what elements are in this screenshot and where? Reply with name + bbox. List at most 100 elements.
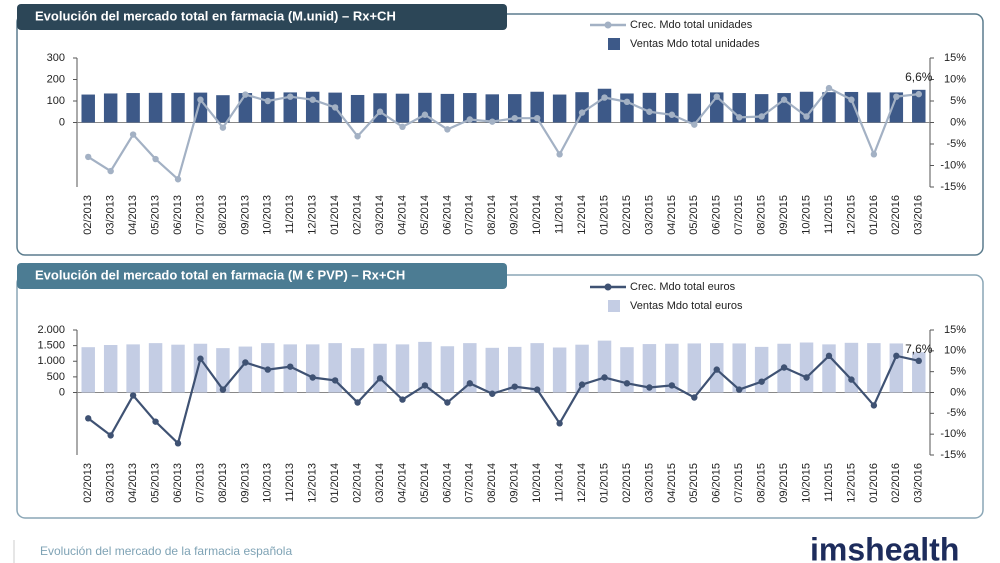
growth-point [129,392,137,399]
bar [261,91,275,123]
y2-tick-label: -10% [940,428,966,440]
x-tick-label: 01/2016 [868,195,880,235]
bar [148,92,163,123]
growth-point [668,382,676,389]
y-tick-label: 2.000 [37,324,65,336]
y-tick-label: 0 [59,116,65,128]
bar [844,342,859,393]
x-tick-label: 11/2015 [823,195,835,234]
bar [687,343,702,393]
growth-point [668,111,676,118]
x-tick-label: 02/2016 [890,195,902,235]
growth-point [870,402,878,409]
bar [126,93,140,123]
x-tick-label: 02/2016 [890,463,902,503]
x-tick-label: 05/2014 [419,463,431,503]
x-tick-label: 09/2013 [239,463,251,503]
x-tick-label: 09/2014 [509,463,521,503]
x-tick-label: 10/2014 [531,195,543,235]
growth-point [466,116,474,123]
bar [171,344,185,393]
bar [620,347,634,393]
growth-point [556,420,563,427]
x-tick-label: 09/2014 [509,195,521,235]
x-tick-label: 08/2015 [756,463,768,503]
bar [507,346,522,393]
data-label: 6,6% [905,70,933,84]
growth-point [848,96,855,103]
bar [193,343,208,393]
x-tick-label: 07/2014 [464,463,476,503]
growth-point [129,131,137,138]
x-tick-label: 04/2015 [666,463,678,503]
y2-tick-label: 15% [944,52,966,64]
bar [597,88,612,123]
x-tick-label: 02/2013 [82,463,94,503]
growth-point [623,380,631,387]
growth-point [489,118,496,125]
x-tick-label: 06/2015 [711,195,723,235]
y2-tick-label: 5% [950,95,966,107]
x-tick-label: 04/2014 [396,195,408,235]
y2-tick-label: 10% [944,345,966,357]
bar [642,92,657,123]
data-label: 7,6% [905,342,933,356]
growth-point [466,380,474,387]
bar [350,94,365,123]
x-tick-label: 05/2013 [149,463,161,503]
bar [126,344,140,393]
bar [305,344,320,393]
growth-point [646,384,653,391]
growth-point [511,383,518,390]
bar [418,92,432,123]
x-tick-label: 04/2013 [127,195,139,235]
bar [148,343,163,393]
growth-point [421,111,429,118]
bar [216,348,230,393]
x-tick-label: 03/2014 [374,463,386,503]
x-tick-label: 02/2015 [621,463,633,503]
x-tick-label: 02/2014 [351,195,363,235]
growth-point [219,124,227,131]
bar [777,93,791,123]
y2-tick-label: -5% [946,138,966,150]
growth-point [601,374,608,381]
y-tick-label: 300 [47,52,65,64]
growth-line [87,354,920,446]
x-tick-label: 07/2013 [194,195,206,235]
bar [507,94,522,123]
y2-tick-label: -15% [940,449,966,461]
growth-point [893,352,900,360]
x-tick-label: 03/2016 [913,195,925,235]
x-tick-label: 07/2015 [733,463,745,503]
bar [912,89,926,123]
growth-point [354,133,361,140]
x-tick-label: 12/2013 [307,195,319,235]
growth-point [287,363,294,370]
x-tick-label: 07/2014 [464,195,476,235]
growth-point [174,440,182,447]
x-tick-label: 03/2015 [643,463,655,503]
growth-point [376,108,384,115]
growth-point [915,357,922,365]
growth-point [85,153,92,161]
growth-point [758,113,765,120]
growth-point [242,91,249,98]
y2-tick-label: 0% [950,386,966,398]
x-tick-label: 08/2014 [486,195,498,235]
bar [103,93,118,123]
x-tick-label: 06/2013 [172,195,184,235]
growth-point [578,381,586,388]
x-tick-label: 08/2014 [486,463,498,503]
growth-point [85,415,92,422]
chart-title: Evolución del mercado total en farmacia … [35,8,396,23]
y2-tick-label: 10% [944,73,966,85]
growth-point [197,355,204,362]
bar [754,346,769,393]
bar [754,94,769,123]
x-tick-label: 11/2013 [284,463,296,502]
growth-point [242,359,249,366]
legend-swatch [608,38,620,50]
growth-point [893,93,900,100]
x-tick-label: 01/2015 [598,463,610,503]
